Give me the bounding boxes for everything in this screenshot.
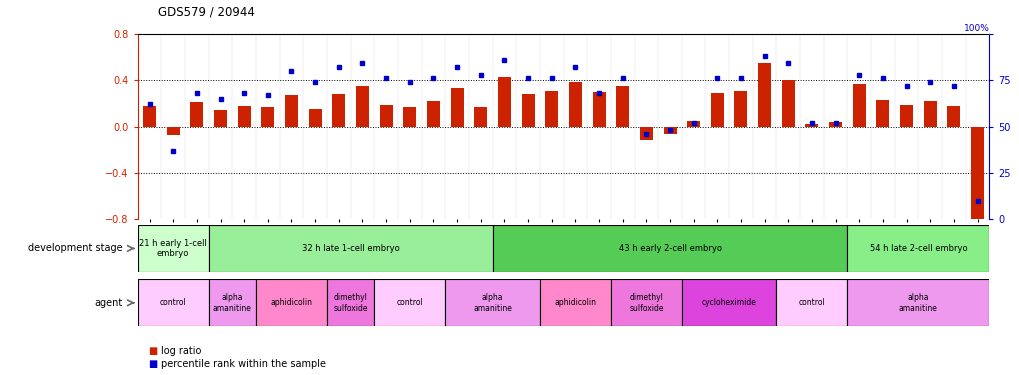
Bar — [899, 105, 912, 127]
Text: dimethyl
sulfoxide: dimethyl sulfoxide — [333, 293, 368, 312]
Bar — [569, 82, 581, 127]
Text: ■: ■ — [148, 346, 157, 355]
Text: control: control — [798, 298, 824, 307]
Bar — [356, 86, 369, 127]
Text: 32 h late 1-cell embryo: 32 h late 1-cell embryo — [302, 244, 399, 253]
Text: alpha
amanitine: alpha amanitine — [898, 293, 936, 312]
Bar — [403, 107, 416, 127]
Bar — [450, 88, 464, 127]
Bar — [847, 279, 988, 326]
Bar — [474, 107, 487, 127]
Text: log ratio: log ratio — [161, 346, 202, 355]
Bar — [639, 127, 652, 141]
Text: alpha
amanitine: alpha amanitine — [213, 293, 252, 312]
Bar — [757, 63, 770, 127]
Bar — [256, 279, 327, 326]
Bar — [781, 80, 794, 127]
Bar — [775, 279, 847, 326]
Bar — [687, 121, 699, 127]
Bar — [710, 93, 723, 127]
Bar — [610, 279, 681, 326]
Bar — [615, 86, 629, 127]
Bar — [138, 225, 209, 272]
Bar — [209, 225, 492, 272]
Bar — [209, 279, 256, 326]
Bar — [923, 101, 935, 127]
Bar — [681, 279, 775, 326]
Bar — [539, 279, 610, 326]
Bar — [521, 94, 534, 127]
Bar — [374, 279, 445, 326]
Bar — [734, 91, 747, 127]
Text: 43 h early 2-cell embryo: 43 h early 2-cell embryo — [618, 244, 720, 253]
Bar — [332, 94, 345, 127]
Bar — [492, 225, 847, 272]
Bar — [138, 279, 209, 326]
Bar — [662, 127, 676, 134]
Bar — [379, 105, 392, 127]
Text: 100%: 100% — [963, 24, 988, 33]
Bar — [166, 127, 179, 135]
Text: dimethyl
sulfoxide: dimethyl sulfoxide — [629, 293, 663, 312]
Bar — [947, 106, 960, 127]
Bar — [970, 127, 983, 225]
Bar — [309, 109, 321, 127]
Text: control: control — [160, 298, 186, 307]
Text: percentile rank within the sample: percentile rank within the sample — [161, 359, 326, 369]
Bar — [592, 92, 605, 127]
Bar — [327, 279, 374, 326]
Bar — [261, 107, 274, 127]
Bar — [847, 225, 988, 272]
Bar — [237, 106, 251, 127]
Bar — [191, 102, 203, 127]
Bar — [143, 106, 156, 127]
Text: development stage: development stage — [28, 243, 122, 254]
Text: ■: ■ — [148, 359, 157, 369]
Bar — [497, 76, 511, 127]
Bar — [805, 124, 817, 127]
Text: cycloheximide: cycloheximide — [701, 298, 756, 307]
Text: 21 h early 1-cell
embryо: 21 h early 1-cell embryо — [140, 239, 207, 258]
Bar — [828, 122, 842, 127]
Bar — [427, 101, 439, 127]
Bar — [284, 95, 298, 127]
Bar — [545, 91, 557, 127]
Text: alpha
amanitine: alpha amanitine — [473, 293, 512, 312]
Text: aphidicolin: aphidicolin — [554, 298, 596, 307]
Text: GDS579 / 20944: GDS579 / 20944 — [158, 6, 255, 19]
Text: agent: agent — [94, 298, 122, 308]
Bar — [214, 110, 227, 127]
Text: 54 h late 2-cell embryo: 54 h late 2-cell embryo — [869, 244, 966, 253]
Bar — [875, 100, 889, 127]
Bar — [852, 84, 865, 127]
Bar — [445, 279, 539, 326]
Text: control: control — [396, 298, 423, 307]
Text: aphidicolin: aphidicolin — [270, 298, 312, 307]
